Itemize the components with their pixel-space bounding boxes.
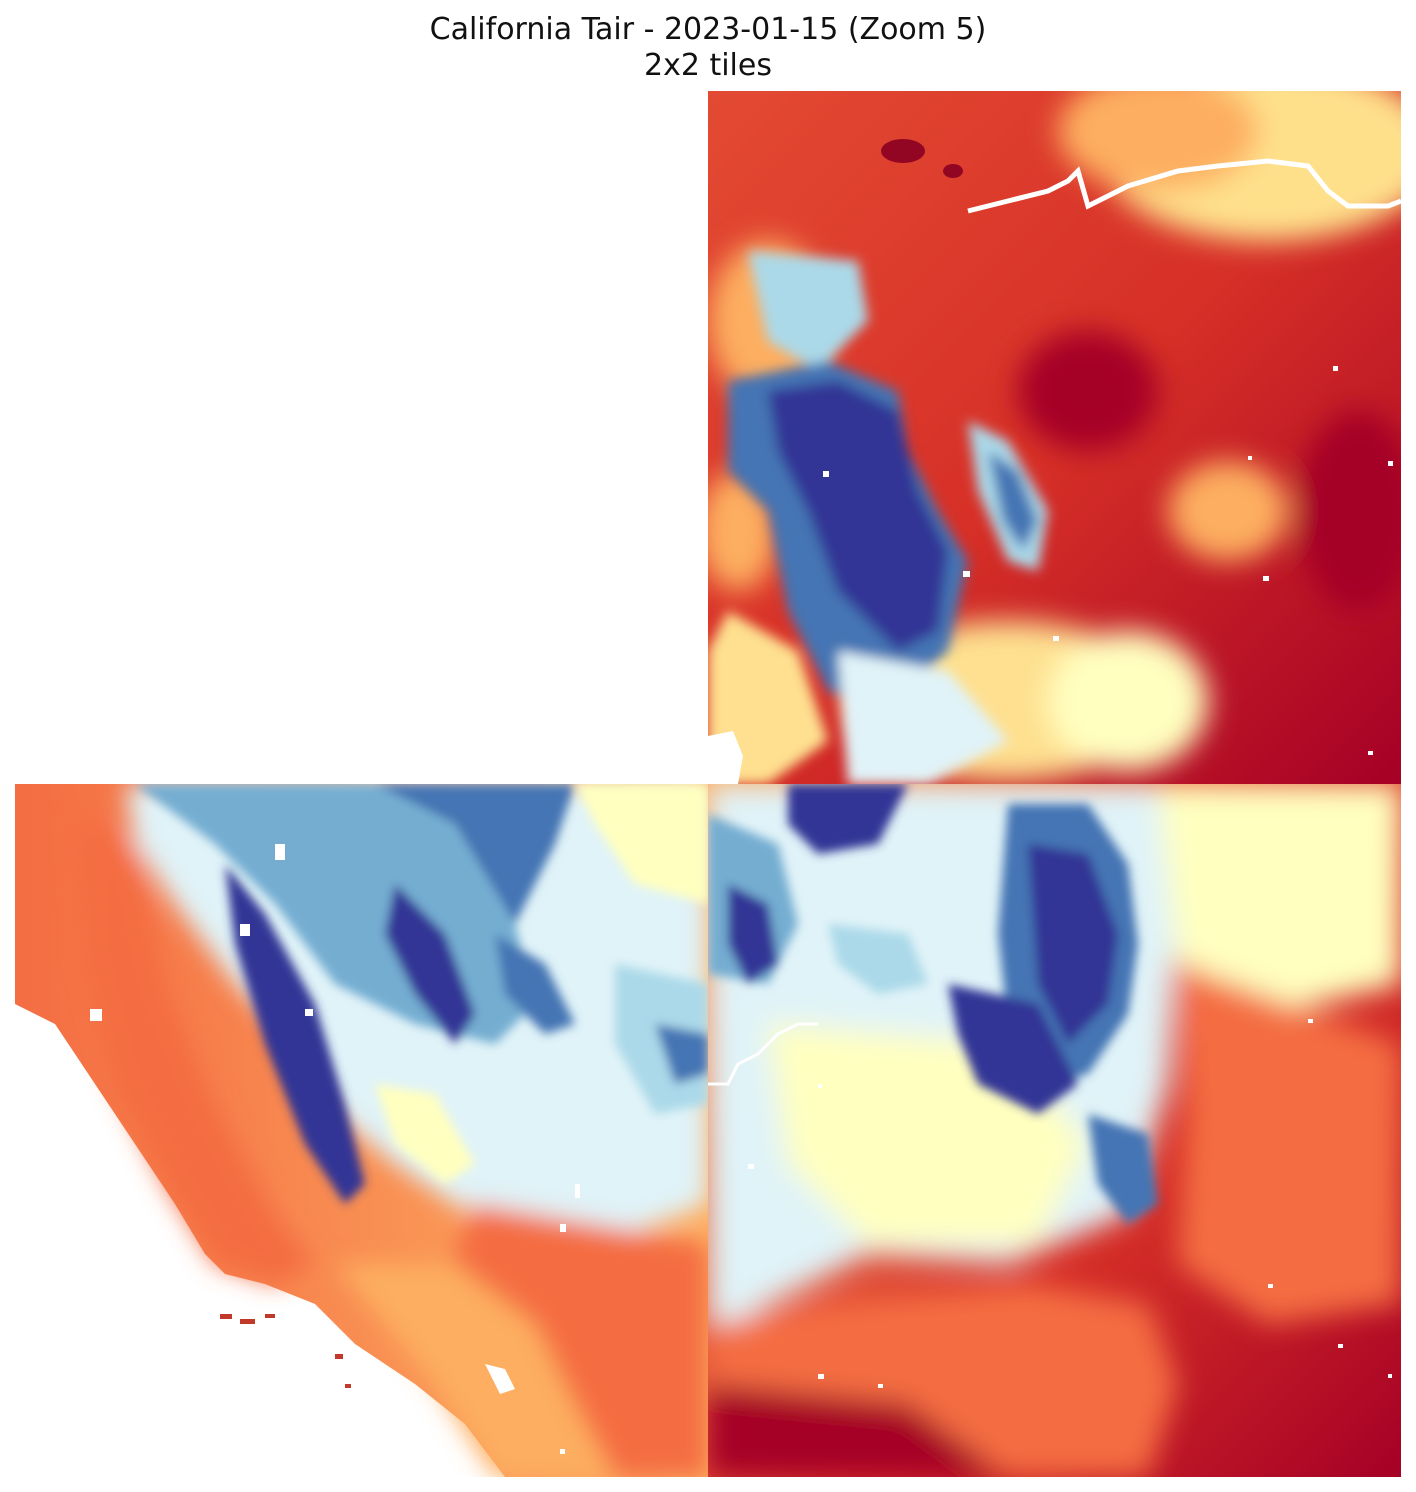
map-tile-north-east bbox=[708, 91, 1401, 784]
map-subtitle: 2x2 tiles bbox=[644, 48, 772, 83]
tile-sw-heatmap bbox=[15, 784, 708, 1477]
map-tile-south-east bbox=[708, 784, 1401, 1477]
map-title: California Tair - 2023-01-15 (Zoom 5) bbox=[429, 12, 987, 47]
tile-ne-heatmap bbox=[708, 91, 1401, 784]
tile-se-heatmap bbox=[708, 784, 1401, 1477]
map-tile-south-west bbox=[15, 784, 708, 1477]
